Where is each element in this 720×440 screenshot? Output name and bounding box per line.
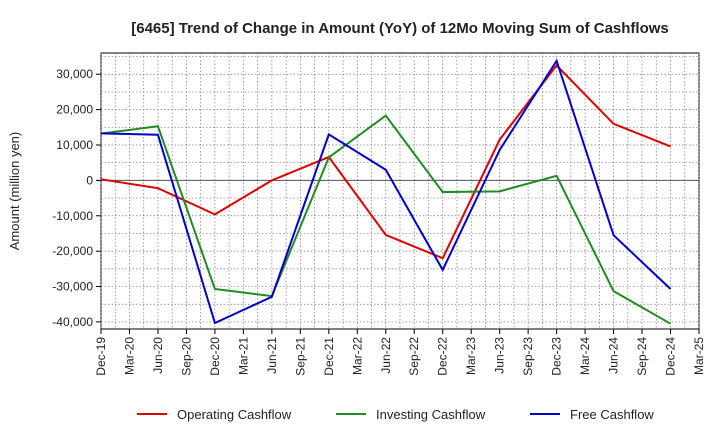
x-tick-label: Jun-24 (607, 337, 621, 374)
x-tick-label: Jun-22 (379, 337, 393, 374)
y-tick-label: -40,000 (52, 315, 93, 329)
legend: Operating Cashflow Investing Cashflow Free… (137, 407, 654, 422)
chart-title: [6465] Trend of Change in Amount (YoY) o… (131, 20, 669, 37)
x-tick-label: Mar-24 (578, 337, 592, 375)
x-tick-label: Sep-22 (407, 337, 421, 376)
y-tick-label: 20,000 (56, 103, 93, 117)
x-tick-label: Dec-20 (208, 337, 222, 376)
legend-label: Operating Cashflow (177, 407, 292, 422)
y-tick-label: 30,000 (56, 67, 93, 81)
legend-label: Free Cashflow (570, 407, 654, 422)
x-tick-label: Sep-23 (521, 337, 535, 376)
y-tick-label: -10,000 (52, 209, 93, 223)
y-axis-ticks: 30,000 20,000 10,000 0 -10,000 -20,000 -30,000… (52, 67, 101, 329)
x-tick-label: Jun-21 (265, 337, 279, 374)
series-line-investing-cashflow (100, 114, 672, 325)
x-tick-label: Jun-23 (493, 337, 507, 374)
x-tick-label: Sep-20 (179, 337, 193, 376)
legend-label: Investing Cashflow (376, 407, 486, 422)
y-tick-label: 0 (86, 173, 93, 187)
x-tick-label: Dec-22 (436, 337, 450, 376)
series-line-operating-cashflow (100, 63, 671, 260)
x-tick-label: Sep-24 (635, 337, 649, 376)
y-tick-label: 10,000 (56, 138, 93, 152)
x-tick-label: Dec-21 (322, 337, 336, 376)
x-tick-label: Jun-20 (151, 337, 165, 374)
x-tick-label: Mar-20 (122, 337, 136, 375)
y-axis-label: Amount (million yen) (7, 132, 22, 251)
x-tick-label: Mar-23 (464, 337, 478, 375)
x-tick-label: Mar-25 (692, 337, 706, 375)
series-lines (100, 58, 672, 325)
series-line-free-cashflow (100, 58, 672, 325)
x-axis-ticks: Dec-19 Mar-20 Jun-20 Sep-20 Dec-20 Mar-21 Jun-… (94, 329, 706, 376)
y-tick-label: -20,000 (52, 244, 93, 258)
x-tick-label: Mar-21 (236, 337, 250, 375)
x-tick-label: Dec-24 (664, 337, 678, 376)
y-tick-label: -30,000 (52, 280, 93, 294)
x-tick-label: Sep-21 (293, 337, 307, 376)
x-tick-label: Dec-23 (550, 337, 564, 376)
x-tick-label: Mar-22 (350, 337, 364, 375)
x-tick-label: Dec-19 (94, 337, 108, 376)
